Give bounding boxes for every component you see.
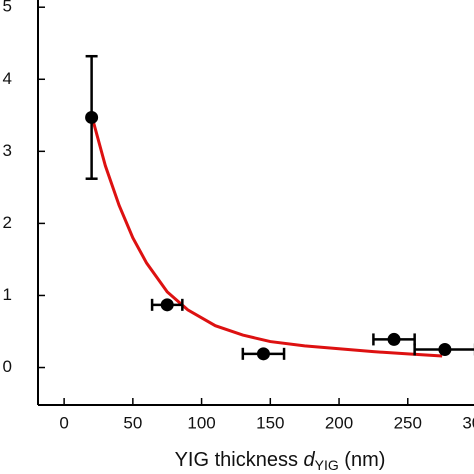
data-point <box>160 298 174 312</box>
x-tick-label: 100 <box>187 413 215 432</box>
data-point <box>256 347 270 361</box>
data-point <box>387 332 401 346</box>
x-axis-label: YIG thickness dYIG (nm) <box>175 449 386 472</box>
data-point <box>85 110 99 124</box>
fit-line <box>90 114 443 358</box>
y-tick-label: 0 <box>3 357 12 376</box>
x-tick-label: 50 <box>123 413 142 432</box>
y-tick-label: 5 <box>3 0 12 16</box>
x-tick-label: 250 <box>394 413 422 432</box>
y-tick-label: 1 <box>3 285 12 304</box>
x-tick-label: 0 <box>59 413 68 432</box>
y-tick-label: 4 <box>3 69 12 88</box>
y-tick-label: 2 <box>3 213 12 232</box>
data-point <box>438 343 452 357</box>
x-tick-label: 200 <box>325 413 353 432</box>
y-tick-label: 3 <box>3 141 12 160</box>
x-tick-label: 150 <box>256 413 284 432</box>
x-tick-label: 300 <box>462 413 474 432</box>
